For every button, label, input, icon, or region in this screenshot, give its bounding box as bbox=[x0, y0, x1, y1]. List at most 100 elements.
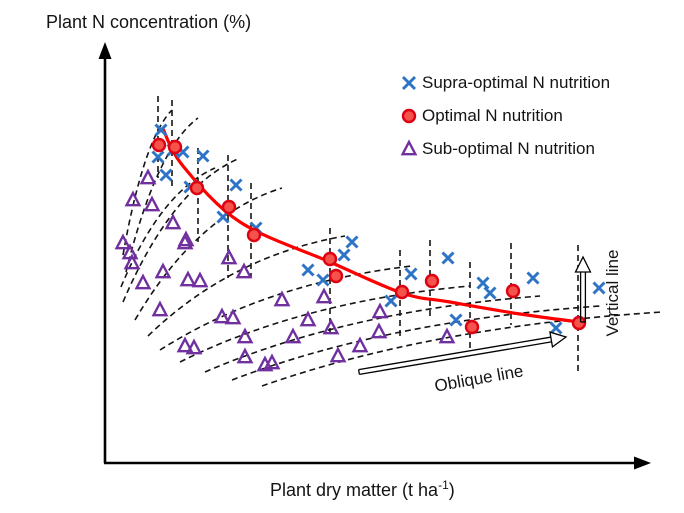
supra-optimal-point bbox=[404, 267, 418, 281]
sub-optimal-point bbox=[329, 346, 347, 363]
sub-optimal-series bbox=[114, 168, 456, 372]
optimal-point bbox=[151, 137, 167, 153]
supra-optimal-point bbox=[154, 123, 168, 137]
x-axis-arrowhead-icon bbox=[634, 456, 651, 470]
oblique-line-arrow bbox=[357, 331, 568, 376]
supra-optimal-point bbox=[196, 149, 210, 163]
sub-optimal-point bbox=[124, 190, 142, 207]
arrow-base-line bbox=[357, 369, 361, 375]
supra-optimal-point bbox=[549, 321, 563, 335]
optimal-point bbox=[464, 319, 480, 335]
oblique-dashed-line bbox=[125, 117, 199, 273]
sub-optimal-point bbox=[114, 233, 132, 250]
oblique-dashed-line bbox=[231, 305, 601, 381]
sub-optimal-point bbox=[185, 338, 203, 355]
critical-n-dilution-curve bbox=[161, 128, 580, 324]
y-axis-title: Plant N concentration (%) bbox=[46, 12, 252, 32]
oblique-dashed-line bbox=[120, 167, 216, 288]
sub-optimal-point bbox=[224, 308, 242, 325]
sub-optimal-point bbox=[176, 233, 194, 250]
sub-optimal-point bbox=[299, 310, 317, 327]
arrowhead-icon bbox=[574, 255, 592, 273]
sub-optimal-point bbox=[263, 353, 281, 370]
supra-optimal-point bbox=[526, 271, 540, 285]
optimal-point bbox=[505, 283, 521, 299]
oblique-dashed-line bbox=[122, 109, 173, 256]
sub-optimal-point bbox=[236, 327, 254, 344]
sub-optimal-point bbox=[370, 322, 388, 339]
oblique-dashed-lines bbox=[120, 109, 663, 387]
vertical-line-annotation: Vertical line bbox=[603, 249, 622, 337]
sub-optimal-point bbox=[143, 195, 161, 212]
sub-optimal-point bbox=[134, 273, 152, 290]
optimal-point bbox=[394, 284, 410, 300]
oblique-dashed-line bbox=[147, 235, 346, 337]
triangle-marker-icon bbox=[400, 138, 418, 155]
sub-optimal-point bbox=[235, 262, 253, 279]
sub-optimal-point bbox=[164, 213, 182, 230]
sub-optimal-point bbox=[351, 336, 369, 353]
sub-optimal-point bbox=[284, 327, 302, 344]
optimal-point bbox=[322, 251, 338, 267]
x-axis-title-close: ) bbox=[448, 480, 455, 500]
sub-optimal-point bbox=[213, 307, 231, 324]
supra-optimal-point bbox=[151, 150, 165, 164]
sub-optimal-point bbox=[151, 300, 169, 317]
sub-optimal-point bbox=[176, 336, 194, 353]
supra-optimal-point bbox=[449, 313, 463, 327]
supra-optimal-point bbox=[384, 294, 398, 308]
arrow-shaft-line bbox=[358, 335, 557, 371]
sub-optimal-point bbox=[236, 347, 254, 364]
supra-optimal-point bbox=[345, 235, 359, 249]
supra-optimal-point bbox=[159, 168, 173, 182]
oblique-dashed-line bbox=[204, 295, 541, 373]
sub-optimal-point bbox=[220, 248, 238, 265]
supra-optimal-point bbox=[483, 286, 497, 300]
legend-label: Optimal N nutrition bbox=[422, 105, 563, 125]
sub-optimal-point bbox=[154, 262, 172, 279]
x-glyph bbox=[401, 75, 417, 90]
supra-optimal-point bbox=[337, 248, 351, 262]
sub-optimal-point bbox=[371, 302, 389, 319]
optimal-point bbox=[189, 180, 205, 196]
supra-optimal-point bbox=[301, 263, 315, 277]
sub-optimal-point bbox=[123, 253, 141, 270]
optimal-point bbox=[246, 227, 262, 243]
oblique-dashed-line bbox=[134, 187, 283, 321]
sub-optimal-point bbox=[179, 270, 197, 287]
oblique-dashed-line bbox=[122, 157, 241, 303]
legend-label: Sub-optimal N nutrition bbox=[422, 138, 595, 158]
sub-optimal-point bbox=[139, 168, 157, 185]
legend-item-optimal: Optimal N nutrition bbox=[399, 99, 610, 132]
legend-item-sub-optimal: Sub-optimal N nutrition bbox=[399, 132, 610, 165]
sub-optimal-point bbox=[438, 327, 456, 344]
supra-optimal-point bbox=[229, 178, 243, 192]
optimal-point bbox=[328, 268, 344, 284]
supra-optimal-point bbox=[316, 273, 330, 287]
optimal-point bbox=[424, 273, 440, 289]
triangle-glyph bbox=[400, 138, 418, 155]
oblique-dashed-line bbox=[159, 265, 413, 351]
circle-glyph bbox=[401, 108, 417, 123]
vertical-line-arrow bbox=[574, 255, 592, 323]
x-axis-title-superscript: -1 bbox=[438, 478, 449, 492]
optimal-point bbox=[571, 315, 587, 331]
optimal-series bbox=[151, 137, 587, 335]
optimal-point bbox=[167, 139, 183, 155]
sub-optimal-point bbox=[322, 318, 340, 335]
x-axis-title-text: Plant dry matter (t ha bbox=[270, 480, 439, 500]
supra-optimal-point bbox=[441, 251, 455, 265]
sub-optimal-point bbox=[315, 287, 333, 304]
legend-item-supra-optimal: Supra-optimal N nutrition bbox=[399, 66, 610, 99]
sub-optimal-point bbox=[273, 290, 291, 307]
legend: Supra-optimal N nutrition Optimal N nutr… bbox=[399, 66, 610, 165]
optimal-point bbox=[221, 199, 237, 215]
oblique-dashed-line bbox=[179, 285, 471, 363]
supra-optimal-point bbox=[592, 281, 606, 295]
y-axis-arrowhead-icon bbox=[98, 42, 112, 59]
arrow-shaft-line bbox=[359, 340, 558, 376]
sub-optimal-point bbox=[191, 271, 209, 288]
legend-label: Supra-optimal N nutrition bbox=[422, 72, 611, 92]
